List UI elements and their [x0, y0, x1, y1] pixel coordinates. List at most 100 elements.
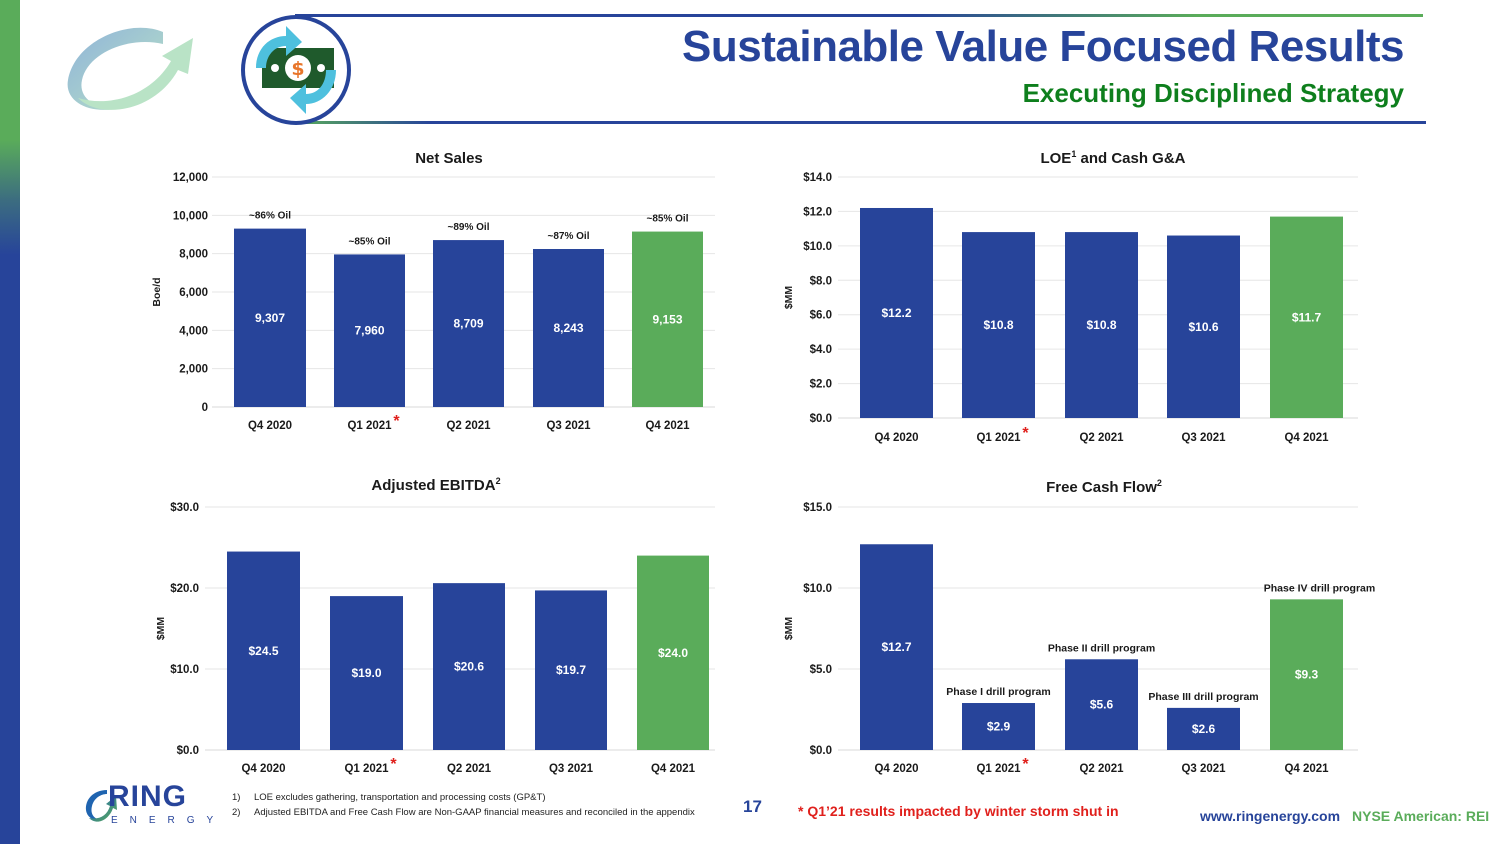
ring-logo-subtext: ENERGY [111, 815, 226, 826]
x-tick-label: Q1 2021 [976, 432, 1021, 444]
y-tick-label: $8.0 [810, 275, 832, 287]
money-cycle-icon: $ [241, 15, 351, 125]
bar-value-label: 8,709 [453, 317, 483, 331]
chart-title: Net Sales [415, 150, 483, 167]
stock-ticker: NYSE American: REI [1352, 808, 1490, 824]
bar-q4-2020 [860, 544, 933, 750]
bar-value-label: $20.6 [454, 660, 484, 674]
header-rule-bottom [295, 121, 1426, 124]
bar-annotation: ~87% Oil [548, 231, 590, 242]
chart-title: Adjusted EBITDA2 [371, 476, 500, 494]
y-tick-label: $0.0 [810, 745, 832, 757]
bar-q4-2021 [637, 555, 709, 750]
bar-q3-2021 [1167, 707, 1240, 750]
ring-energy-logo-icon [85, 790, 117, 822]
bar-annotation: ~89% Oil [448, 222, 490, 233]
asterisk-marker: * [1022, 425, 1029, 442]
y-tick-label: $0.0 [810, 413, 832, 425]
x-tick-label: Q4 2020 [874, 763, 918, 775]
bar-value-label: $12.7 [881, 640, 911, 654]
bar-value-label: $12.2 [881, 306, 911, 320]
bar-value-label: $10.8 [983, 318, 1013, 332]
bar-value-label: $11.7 [1292, 310, 1322, 324]
x-tick-label: Q1 2021 [344, 763, 389, 775]
y-tick-label: $10.0 [803, 583, 832, 595]
bar-value-label: $9.3 [1295, 668, 1319, 682]
bar-q1-2021 [334, 254, 405, 407]
x-tick-label: Q4 2021 [1284, 432, 1329, 444]
bar-q4-2020 [860, 207, 933, 418]
y-tick-label: $2.0 [810, 379, 832, 391]
x-tick-label: Q2 2021 [447, 763, 492, 775]
bar-annotation: ~85% Oil [349, 236, 391, 247]
page-number: 17 [743, 797, 762, 816]
bar-annotation: ~85% Oil [647, 214, 689, 225]
y-tick-label: $20.0 [170, 583, 199, 595]
bar-q3-2021 [533, 249, 604, 407]
x-tick-label: Q2 2021 [1079, 432, 1124, 444]
footnotes: 1) LOE excludes gathering, transportation… [232, 790, 695, 820]
website-link[interactable]: www.ringenergy.com [1200, 808, 1341, 824]
chart-title: Free Cash Flow2 [1046, 478, 1162, 496]
ring-swoosh-logo-icon [67, 27, 193, 110]
bar-q4-2021 [1270, 216, 1343, 418]
bar-value-label: $19.7 [556, 663, 586, 677]
x-tick-label: Q4 2021 [1284, 763, 1329, 775]
bar-value-label: $2.9 [987, 720, 1011, 734]
storm-note: * Q1’21 results impacted by winter storm… [798, 803, 1119, 819]
bar-annotation: Phase IV drill program [1264, 582, 1375, 594]
y-axis-label: $MM [783, 617, 795, 641]
x-tick-label: Q2 2021 [446, 420, 491, 432]
y-tick-label: $15.0 [803, 502, 832, 514]
bar-value-label: $5.6 [1090, 698, 1114, 712]
y-tick-label: 12,000 [173, 172, 208, 184]
x-tick-label: Q3 2021 [546, 420, 591, 432]
bar-annotation: ~86% Oil [249, 211, 291, 222]
y-axis-label: $MM [155, 617, 167, 641]
x-tick-label: Q4 2020 [248, 420, 292, 432]
y-tick-label: 2,000 [179, 364, 208, 376]
x-tick-label: Q3 2021 [1181, 763, 1226, 775]
x-tick-label: Q4 2020 [874, 432, 918, 444]
x-tick-label: Q4 2021 [645, 420, 690, 432]
bar-annotation: Phase I drill program [946, 686, 1050, 698]
y-tick-label: 4,000 [179, 325, 208, 337]
y-tick-label: 8,000 [179, 249, 208, 261]
x-tick-label: Q4 2020 [241, 763, 285, 775]
svg-text:$: $ [291, 58, 304, 80]
footnote-1: 1) LOE excludes gathering, transportation… [232, 792, 546, 803]
bar-q3-2021 [535, 590, 607, 750]
bar-q2-2021 [1065, 232, 1138, 418]
y-axis-label: $MM [783, 286, 795, 310]
x-tick-label: Q3 2021 [549, 763, 594, 775]
bar-q4-2021 [632, 231, 703, 407]
bar-q2-2021 [433, 583, 505, 750]
chart-title: LOE1 and Cash G&A [1040, 149, 1185, 167]
asterisk-marker: * [390, 756, 397, 773]
bar-q2-2021 [433, 240, 504, 407]
bar-q3-2021 [1167, 235, 1240, 418]
page-subtitle: Executing Disciplined Strategy [1022, 78, 1404, 108]
y-tick-label: $5.0 [810, 664, 832, 676]
bar-q4-2020 [227, 551, 300, 750]
bar-value-label: 7,960 [354, 324, 384, 338]
y-tick-label: $14.0 [803, 172, 832, 184]
y-tick-label: $4.0 [810, 344, 832, 356]
bar-value-label: $24.5 [248, 644, 278, 658]
y-tick-label: $12.0 [803, 206, 832, 218]
asterisk-marker: * [393, 413, 400, 430]
bar-q2-2021 [1065, 659, 1138, 750]
bar-value-label: $10.6 [1188, 320, 1218, 334]
y-tick-label: $6.0 [810, 310, 832, 322]
ring-logo-text: RING [108, 780, 187, 813]
y-tick-label: $30.0 [170, 502, 199, 514]
x-tick-label: Q4 2021 [651, 763, 696, 775]
bar-q1-2021 [962, 703, 1035, 750]
bar-value-label: 9,307 [255, 311, 285, 325]
bar-q1-2021 [962, 232, 1035, 418]
bar-q4-2021 [1270, 599, 1343, 750]
x-tick-label: Q2 2021 [1079, 763, 1124, 775]
bar-value-label: $10.8 [1086, 318, 1116, 332]
bar-value-label: 8,243 [553, 321, 583, 335]
